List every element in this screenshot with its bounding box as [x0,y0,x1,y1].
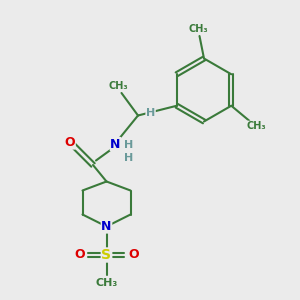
Text: O: O [64,136,75,149]
Text: N: N [101,220,112,233]
Text: N: N [110,137,121,151]
Text: CH₃: CH₃ [188,24,208,34]
Text: O: O [74,248,85,262]
Text: H: H [124,140,134,151]
Text: O: O [128,248,139,262]
Text: CH₃: CH₃ [109,81,128,92]
Text: H: H [124,153,134,164]
Text: H: H [146,107,155,118]
Text: CH₃: CH₃ [95,278,118,289]
Text: S: S [101,248,112,262]
Text: CH₃: CH₃ [247,121,267,131]
